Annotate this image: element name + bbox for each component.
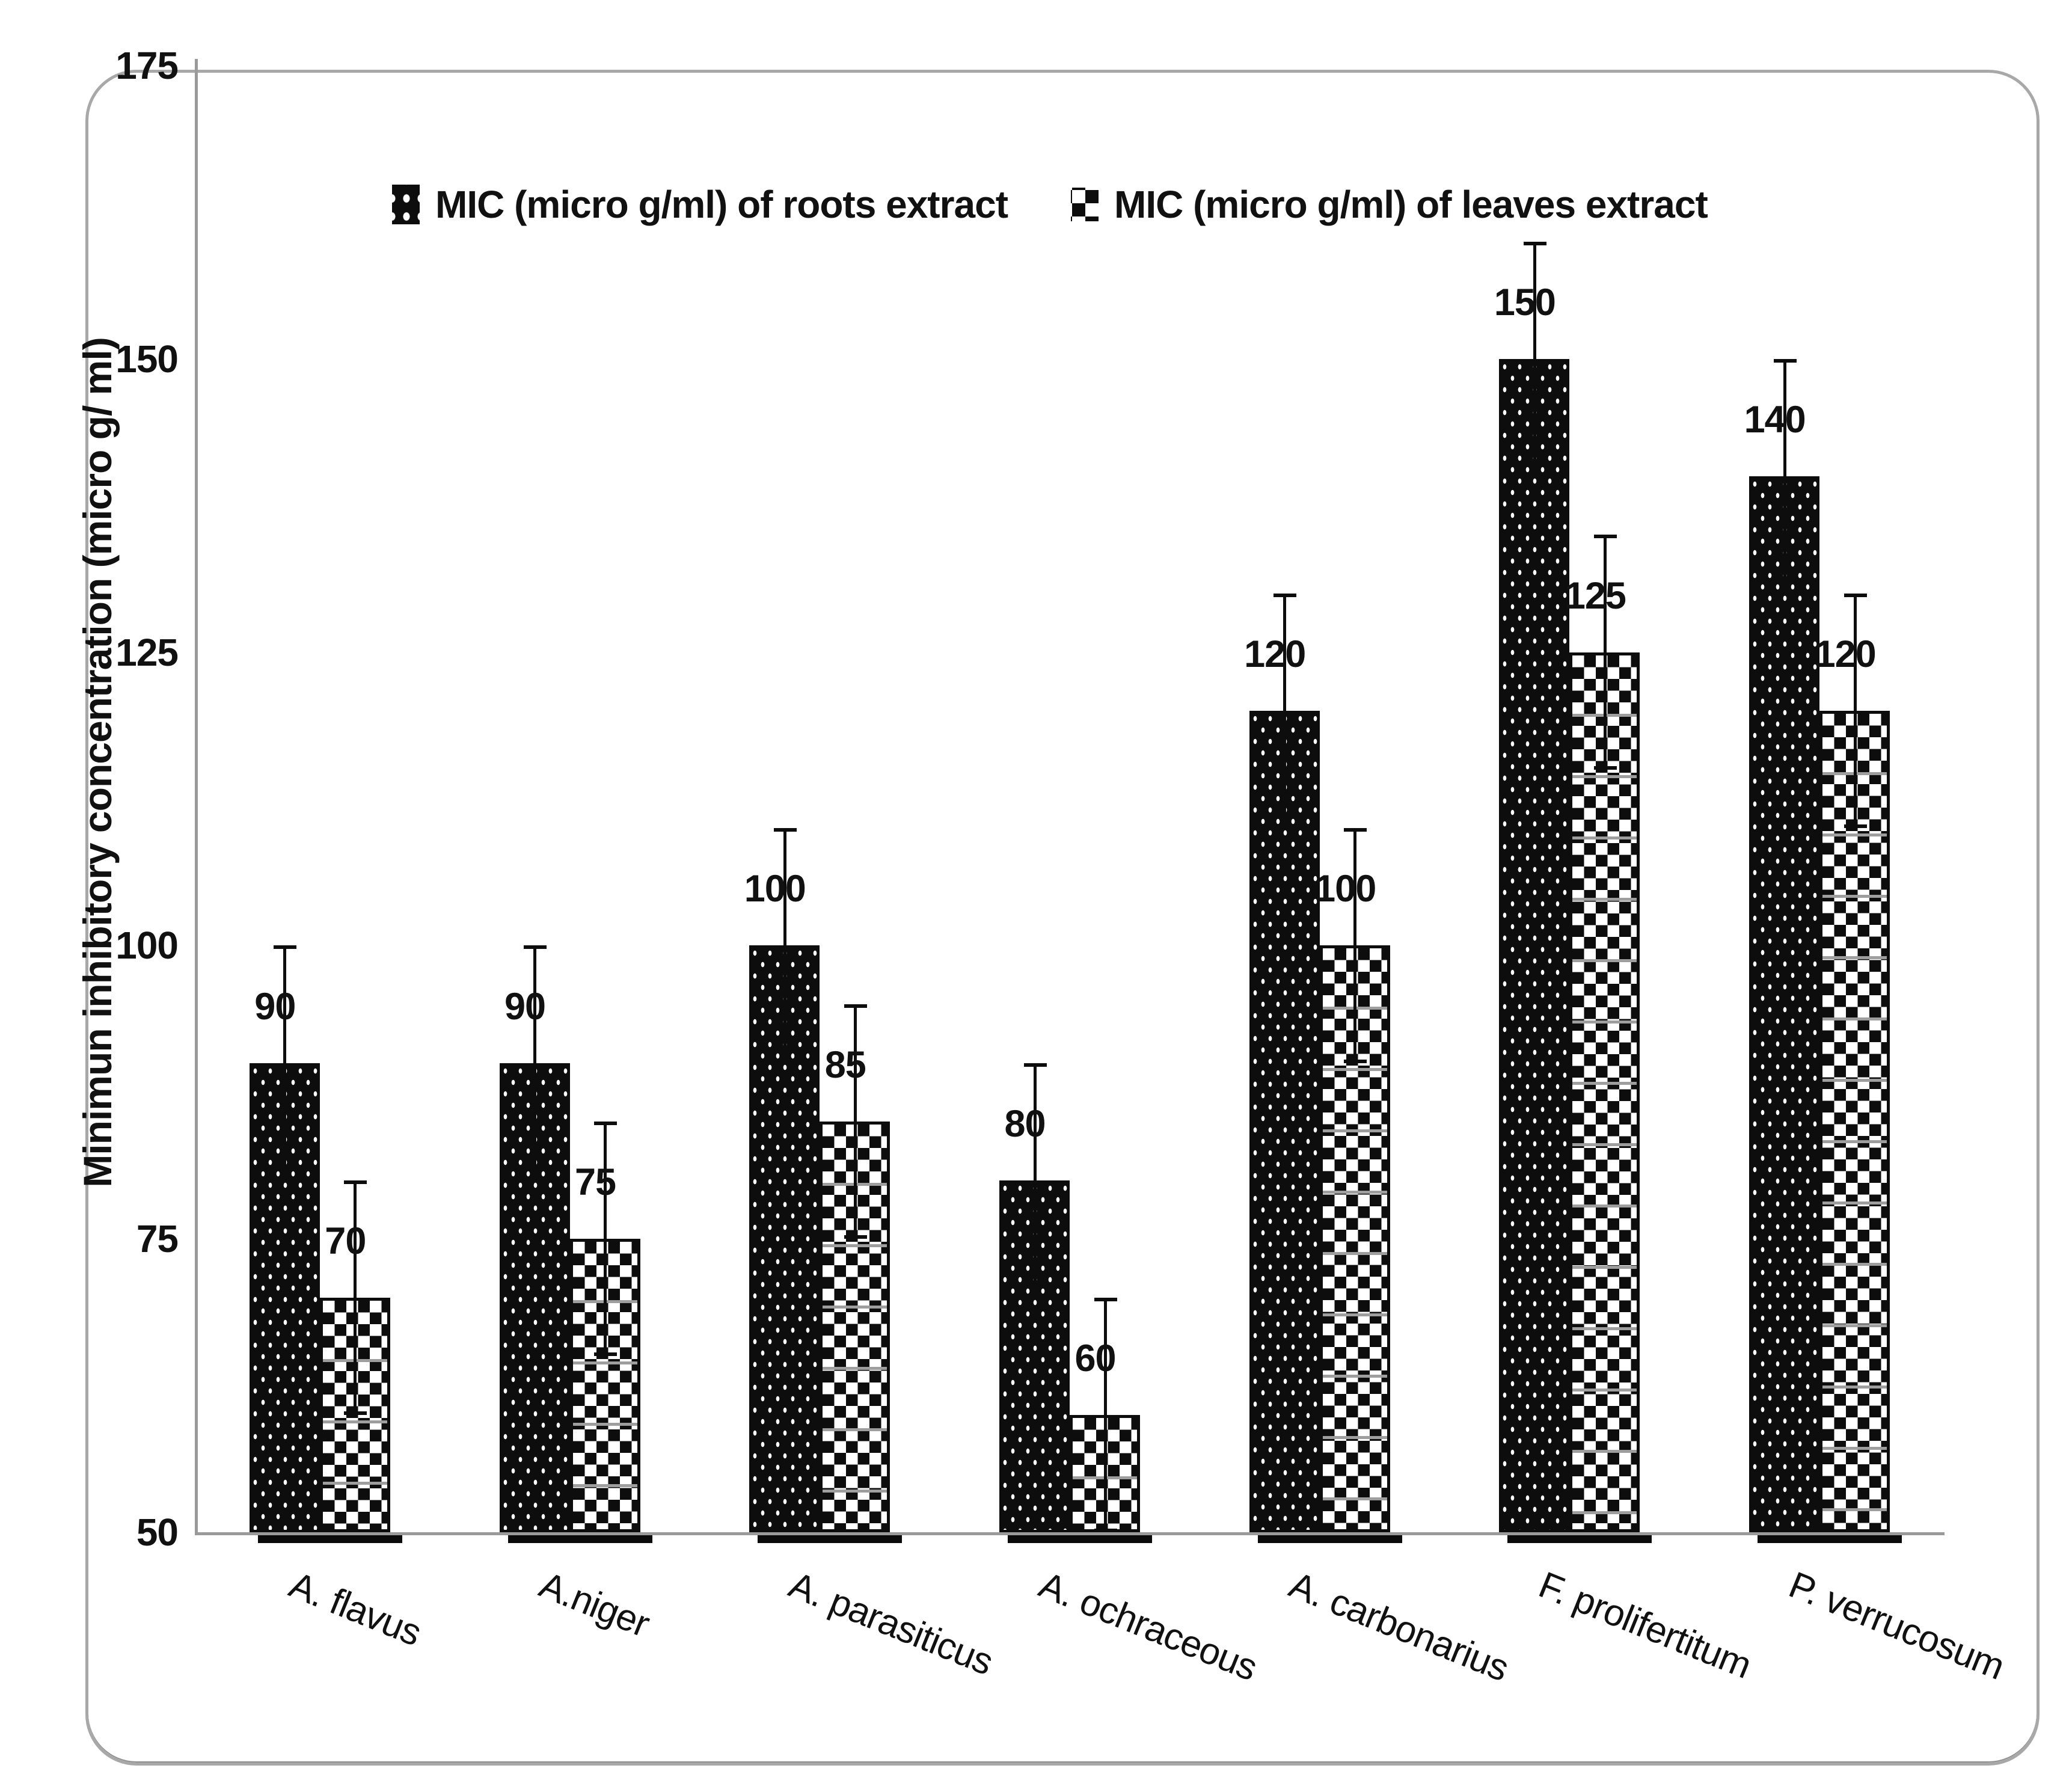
bar-pair-shadow: [758, 1535, 903, 1543]
legend-label-leaves: MIC (micro g/ml) of leaves extract: [1114, 183, 1708, 226]
x-axis-line: [195, 1532, 1945, 1535]
data-label: 90: [504, 985, 546, 1028]
error-bar-roots-3: [773, 828, 797, 1063]
leaves-series-swatch-icon: [1071, 188, 1099, 221]
data-label: 100: [1314, 868, 1376, 910]
data-label: 120: [1814, 633, 1877, 676]
error-bar-roots-2: [524, 945, 547, 1180]
y-tick-label-125: 125: [115, 630, 179, 674]
bar-pair-shadow: [1758, 1535, 1902, 1543]
error-bar-leaves-3: [844, 1004, 867, 1239]
y-tick-label-150: 150: [115, 337, 179, 381]
data-label: 85: [824, 1044, 866, 1087]
data-label: 100: [744, 868, 806, 910]
error-bar-roots-4: [1023, 1063, 1047, 1298]
error-bar-leaves-7: [1844, 594, 1867, 829]
error-bar-roots-5: [1274, 594, 1297, 829]
y-axis-title: Minimun inhibitory concentration (micro …: [75, 337, 120, 1188]
data-label: 140: [1744, 398, 1806, 441]
bar-roots-5: [1249, 711, 1320, 1532]
data-label: 70: [325, 1220, 366, 1262]
roots-series-swatch-icon: [392, 185, 420, 224]
legend-item-leaves: MIC (micro g/ml) of leaves extract: [1071, 182, 1708, 227]
y-tick-label-100: 100: [115, 924, 179, 968]
bar-roots-7: [1749, 476, 1820, 1532]
data-label: 80: [1004, 1102, 1046, 1145]
error-bar-roots-1: [274, 945, 297, 1180]
data-label: 75: [575, 1161, 616, 1204]
bar-pair-shadow: [1008, 1535, 1152, 1543]
error-bar-leaves-2: [594, 1122, 618, 1357]
legend: MIC (micro g/ml) of roots extract MIC (m…: [392, 179, 1708, 230]
error-bar-leaves-5: [1344, 828, 1367, 1063]
data-label: 150: [1494, 281, 1556, 324]
data-label: 120: [1244, 633, 1306, 676]
error-bar-roots-6: [1523, 241, 1546, 477]
bar-pair-shadow: [1257, 1535, 1402, 1543]
legend-label-roots: MIC (micro g/ml) of roots extract: [435, 183, 1008, 226]
bar-roots-6: [1499, 358, 1570, 1532]
error-bar-leaves-1: [344, 1180, 367, 1416]
y-tick-label-50: 50: [136, 1511, 179, 1554]
bar-leaves-6: [1569, 652, 1640, 1532]
data-label: 125: [1564, 574, 1626, 617]
error-bar-roots-7: [1773, 358, 1797, 594]
bar-leaves-7: [1819, 711, 1890, 1532]
y-tick-label-175: 175: [115, 44, 179, 87]
bar-pair-shadow: [507, 1535, 652, 1543]
error-bar-leaves-4: [1094, 1297, 1117, 1533]
bar-leaves-3: [820, 1122, 890, 1532]
legend-item-roots: MIC (micro g/ml) of roots extract: [392, 182, 1008, 227]
error-bar-leaves-6: [1593, 535, 1617, 770]
y-axis-line: [195, 59, 198, 1534]
bar-pair-shadow: [1507, 1535, 1652, 1543]
data-label: 60: [1074, 1337, 1116, 1379]
bar-leaves-2: [569, 1239, 640, 1532]
data-label: 90: [254, 985, 296, 1028]
bar-pair-shadow: [257, 1535, 402, 1543]
y-tick-label-75: 75: [136, 1217, 179, 1261]
